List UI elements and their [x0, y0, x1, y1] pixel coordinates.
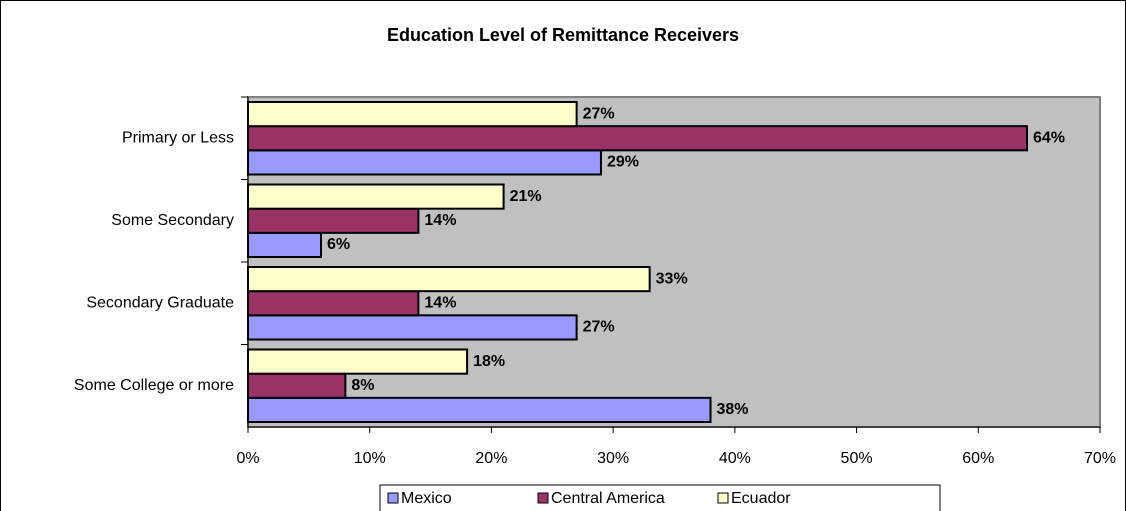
value-label: 27%: [583, 319, 615, 336]
y-tick-label: Secondary Graduate: [86, 294, 234, 311]
chart-title: Education Level of Remittance Receivers: [387, 25, 739, 45]
legend-box: [379, 484, 941, 511]
x-tick-label: 70%: [1084, 450, 1116, 467]
bar: [247, 125, 1028, 152]
legend-swatch: [717, 492, 729, 504]
x-tick-label: 60%: [962, 450, 994, 467]
bar: [247, 207, 420, 234]
value-label: 27%: [583, 105, 615, 122]
bar: [247, 101, 578, 128]
bar: [247, 314, 578, 341]
value-label: 38%: [717, 401, 749, 418]
legend-swatch: [387, 492, 399, 504]
bar: [247, 231, 323, 258]
x-tick-label: 0%: [236, 450, 259, 467]
bar: [247, 396, 712, 424]
bar: [247, 149, 602, 176]
y-tick-label: Some College or more: [74, 377, 234, 394]
legend-label: Mexico: [401, 490, 452, 507]
value-label: 14%: [424, 212, 456, 229]
legend-label: Ecuador: [731, 490, 791, 507]
x-tick-label: 30%: [597, 450, 629, 467]
value-label: 8%: [351, 377, 374, 394]
x-tick-label: 10%: [354, 450, 386, 467]
bar: [247, 290, 420, 317]
value-label: 29%: [607, 154, 639, 171]
value-label: 64%: [1033, 129, 1065, 146]
bar: [247, 372, 347, 399]
x-tick-label: 40%: [719, 450, 751, 467]
bar: [247, 183, 505, 210]
value-label: 14%: [424, 294, 456, 311]
x-tick-label: 20%: [475, 450, 507, 467]
value-label: 33%: [656, 270, 688, 287]
y-tick-label: Primary or Less: [122, 129, 234, 146]
x-tick-label: 50%: [841, 450, 873, 467]
bar: [247, 348, 469, 375]
value-label: 18%: [473, 353, 505, 370]
value-label: 6%: [327, 236, 350, 253]
legend-label: Central America: [551, 490, 665, 507]
y-tick-label: Some Secondary: [111, 212, 234, 229]
value-label: 21%: [510, 188, 542, 205]
bar: [247, 266, 651, 293]
legend-swatch: [537, 492, 549, 504]
